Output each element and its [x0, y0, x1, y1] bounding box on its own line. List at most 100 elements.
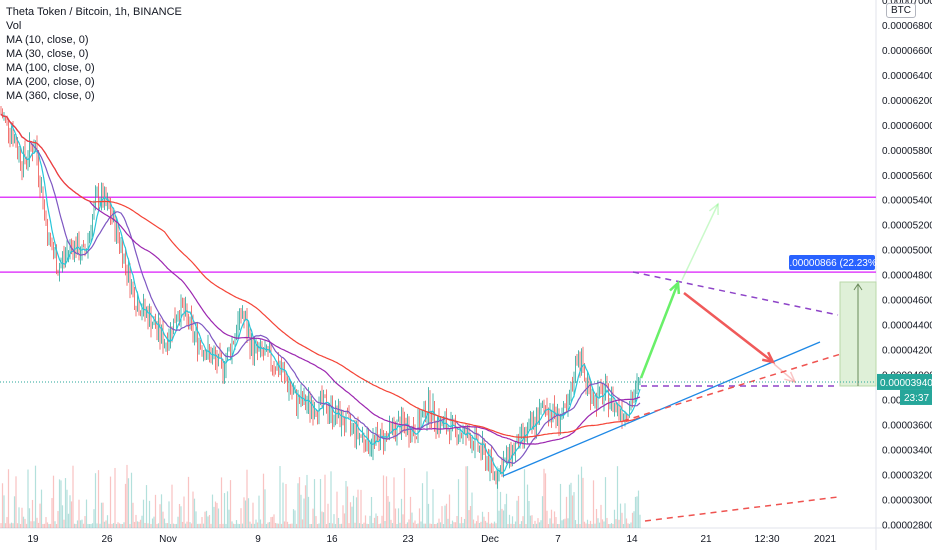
y-tick-label: 0.00005800	[882, 146, 932, 157]
volume-bar	[595, 508, 598, 528]
volume-bar	[477, 515, 479, 528]
volume-bar	[70, 501, 73, 528]
volume-bar	[211, 494, 214, 528]
volume-bar	[447, 518, 449, 528]
volume-bar	[39, 503, 41, 528]
volume-bar	[433, 523, 436, 528]
volume-bar	[438, 518, 440, 528]
volume-bar	[186, 521, 188, 528]
volume-bar	[466, 466, 469, 528]
volume-bar	[123, 522, 125, 528]
volume-bar	[421, 483, 424, 528]
volume-bar	[127, 478, 130, 528]
volume-bar	[36, 517, 38, 528]
volume-bar	[213, 506, 215, 528]
volume-bar	[345, 480, 347, 528]
volume-bar	[349, 502, 352, 528]
volume-bar	[357, 489, 359, 528]
volume-bar	[609, 523, 611, 528]
y-tick-label: 0.00006800	[882, 21, 932, 32]
volume-bar	[478, 522, 481, 528]
volume-bar	[517, 495, 520, 528]
legend-ma200: MA (200, close, 0)	[6, 76, 95, 88]
volume-bar	[445, 503, 448, 528]
volume-bar	[373, 517, 376, 528]
volume-bar	[310, 523, 313, 528]
x-tick-label: Dec	[481, 534, 499, 545]
legend-ma30: MA (30, close, 0)	[6, 48, 89, 60]
volume-bar	[624, 503, 626, 528]
volume-bar	[106, 515, 109, 528]
ma100-line	[0, 113, 641, 445]
volume-bar	[135, 514, 137, 528]
volume-bar	[265, 523, 268, 528]
volume-bar	[558, 523, 560, 528]
measure-arrow-head	[853, 283, 863, 291]
volume-bar	[364, 515, 367, 528]
volume-bar	[270, 517, 272, 528]
volume-bar	[216, 502, 218, 528]
volume-bar	[598, 522, 601, 528]
volume-bar	[490, 522, 493, 528]
volume-bar	[474, 523, 476, 528]
volume-bar	[250, 523, 253, 528]
volume-bar	[571, 495, 574, 528]
volume-bar	[468, 510, 470, 528]
arrow-up-green	[639, 282, 680, 379]
volume-bar	[99, 523, 101, 528]
x-tick-label: 7	[555, 534, 561, 545]
volume-bar	[214, 501, 217, 528]
y-tick-label: 0.00005600	[882, 171, 932, 182]
volume-bar	[241, 523, 244, 528]
volume-bar	[354, 522, 356, 528]
volume-bar	[600, 504, 602, 528]
volume-bar	[166, 523, 169, 528]
volume-bar	[519, 523, 521, 528]
volume-bar	[415, 523, 418, 528]
volume-bar	[631, 512, 634, 528]
volume-bar	[0, 523, 2, 528]
legend-ma100: MA (100, close, 0)	[6, 62, 95, 74]
volume-bar	[603, 521, 605, 528]
volume-bar	[283, 521, 286, 528]
volume-bar	[15, 476, 17, 528]
volume-bar	[532, 524, 535, 528]
volume-bar	[231, 521, 233, 528]
volume-bar	[633, 511, 635, 528]
volume-bar	[351, 506, 353, 528]
x-tick-label: 19	[27, 534, 39, 545]
y-tick-label: 0.00004800	[882, 271, 932, 282]
volume-bar	[550, 509, 553, 528]
volume-bar	[229, 480, 232, 528]
volume-bar	[390, 519, 392, 528]
volume-bar	[505, 493, 508, 528]
volume-bar	[45, 517, 47, 528]
volume-bar	[264, 489, 266, 528]
volume-bar	[570, 482, 572, 528]
volume-bar	[597, 518, 599, 528]
volume-bar	[174, 523, 176, 528]
volume-bar	[621, 512, 623, 528]
volume-bar	[493, 521, 496, 528]
volume-bar	[205, 510, 208, 528]
volume-bar	[327, 503, 329, 528]
volume-bar	[291, 523, 293, 528]
volume-bar	[64, 478, 67, 528]
volume-bar	[292, 509, 295, 528]
volume-bar	[412, 522, 415, 528]
volume-bar	[444, 505, 446, 528]
volume-bar	[315, 516, 317, 528]
volume-bar	[486, 522, 488, 528]
volume-bar	[360, 489, 362, 528]
price-tag-text: 0.00003940	[880, 378, 932, 389]
volume-bar	[6, 517, 8, 528]
volume-bar	[336, 491, 338, 528]
volume-bar	[637, 490, 640, 528]
volume-bar	[63, 519, 65, 528]
volume-bar	[69, 495, 71, 528]
volume-bar	[436, 522, 439, 528]
currency-badge[interactable]: BTC	[886, 3, 916, 18]
volume-bar	[511, 516, 514, 528]
